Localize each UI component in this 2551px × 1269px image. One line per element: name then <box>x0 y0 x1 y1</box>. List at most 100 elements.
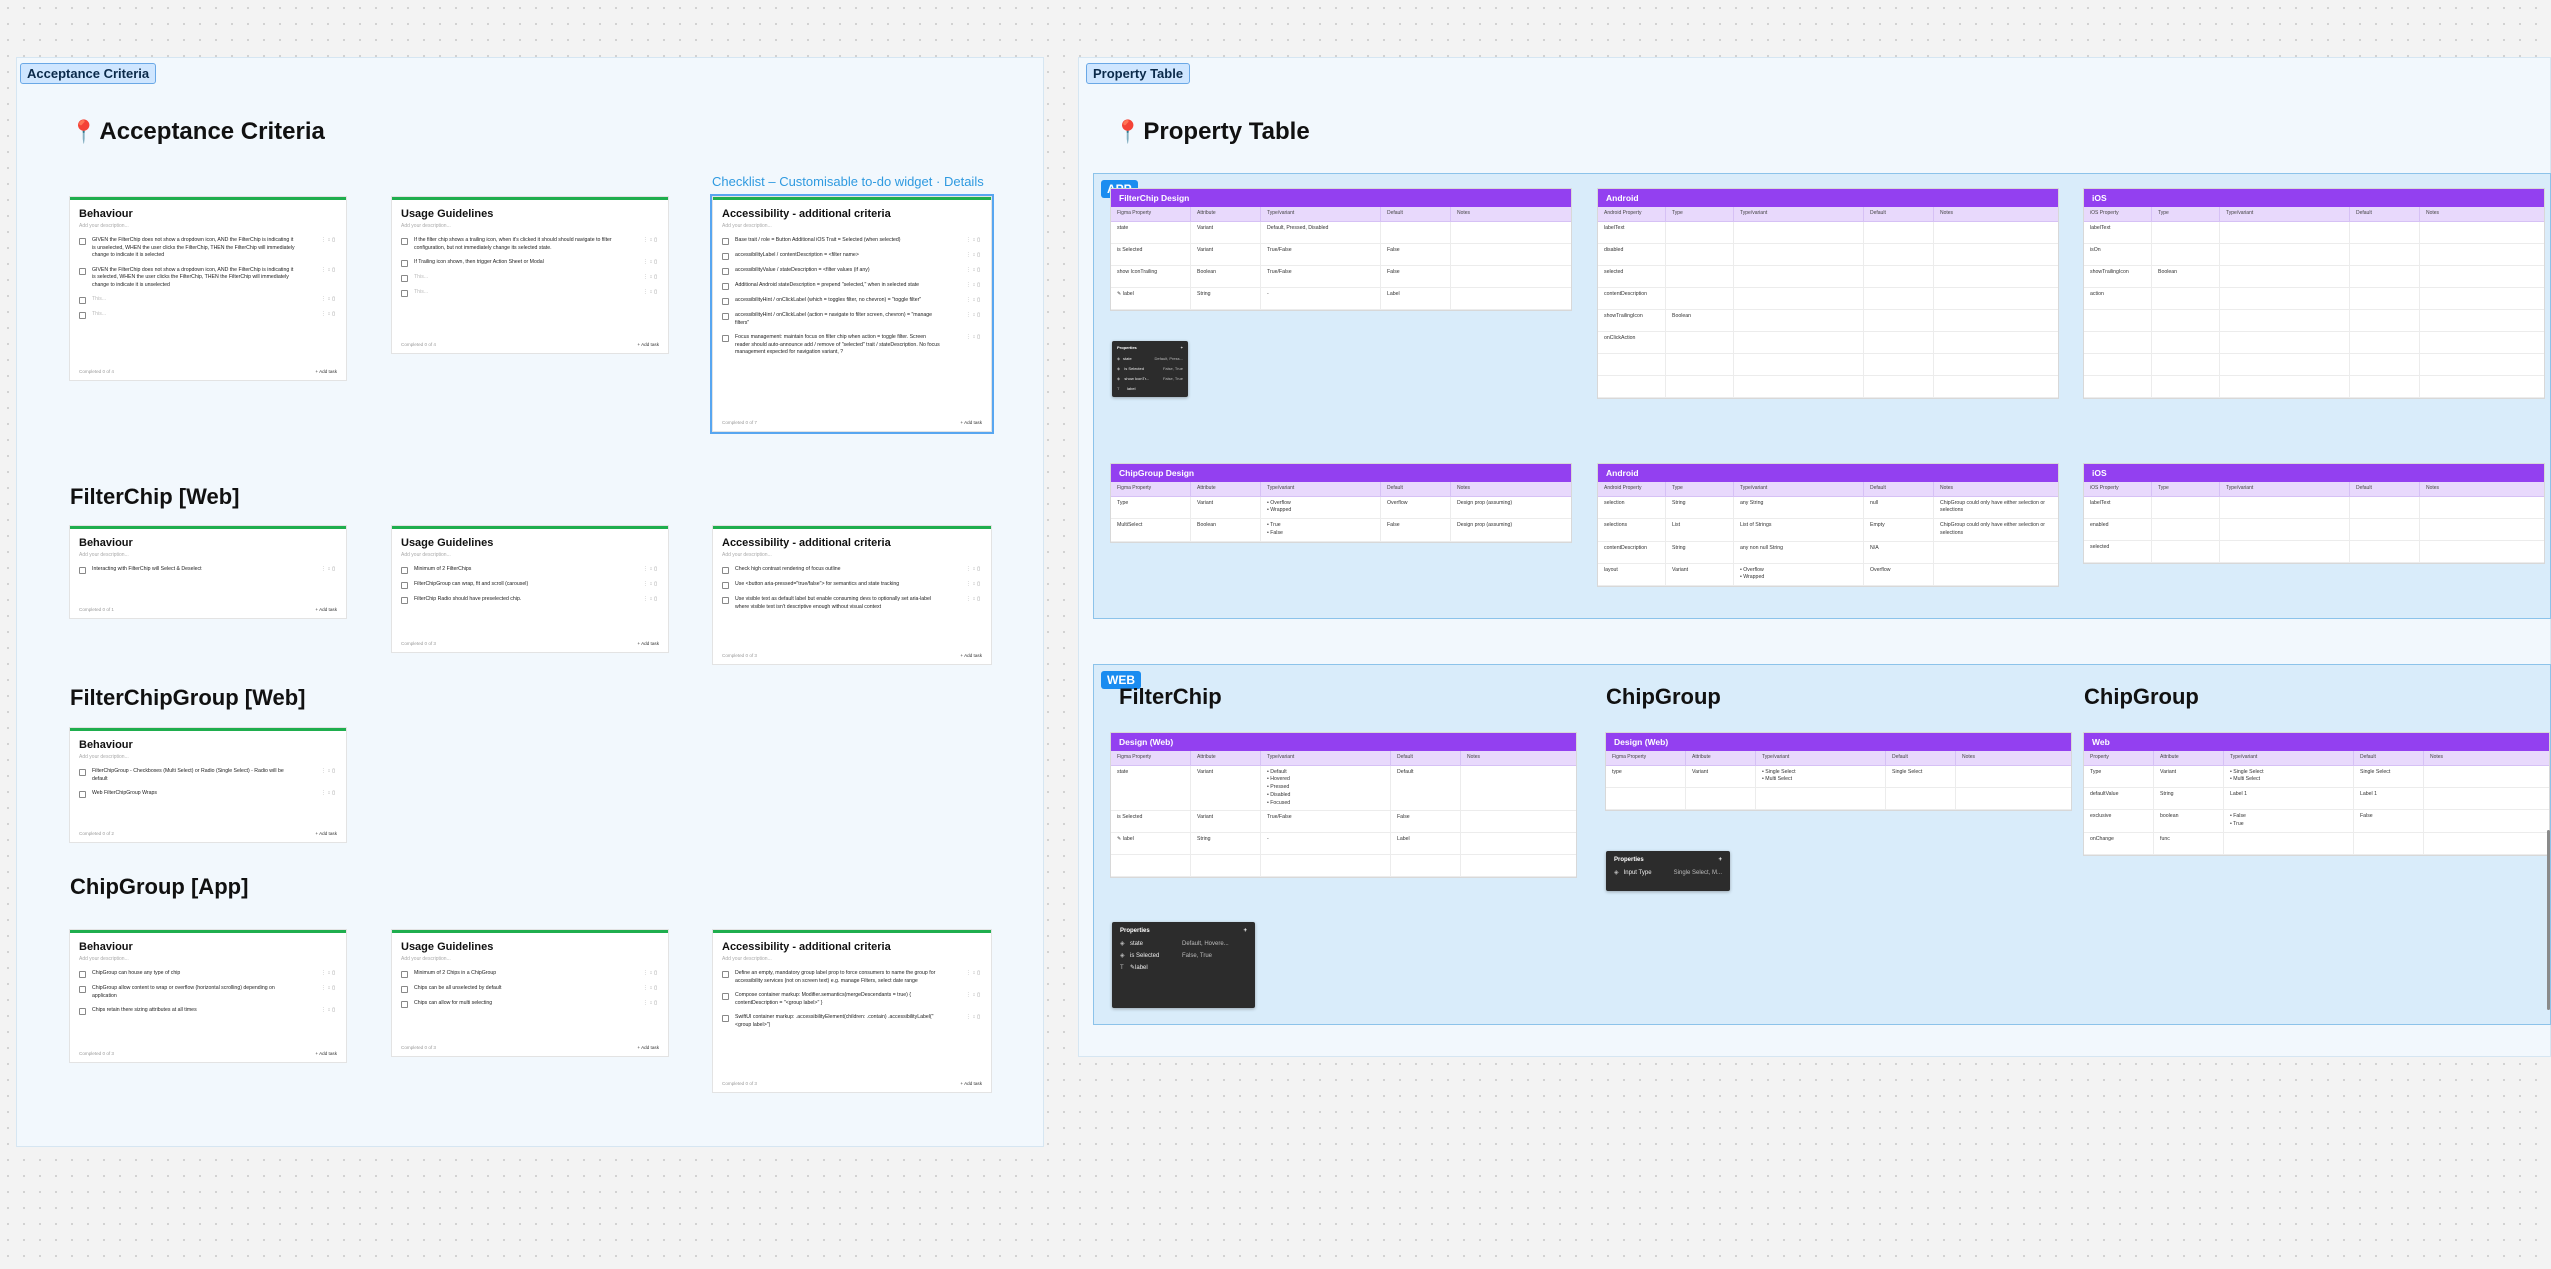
move-icon[interactable]: ↕ <box>327 985 333 991</box>
task-text[interactable]: Use <button aria-pressed="true/false"> f… <box>735 581 900 587</box>
task-controls[interactable]: ⋮↕▯ <box>321 1007 337 1013</box>
task-text[interactable]: This... <box>414 274 429 281</box>
checklist-task[interactable]: Compose container markup: Modifier.seman… <box>722 992 982 1007</box>
move-icon[interactable]: ↕ <box>327 266 333 273</box>
task-controls[interactable]: ⋮↕▯ <box>966 334 982 340</box>
checklist-task[interactable]: Interacting with FilterChip will Select … <box>79 566 337 574</box>
task-controls[interactable]: ⋮↕▯ <box>321 566 337 572</box>
move-icon[interactable]: ↕ <box>327 970 333 976</box>
trash-icon[interactable]: ▯ <box>654 596 659 602</box>
checklist-widget-link[interactable]: Checklist – Customisable to-do widget · … <box>712 174 984 189</box>
task-text[interactable]: Minimum of 2 Chips in a ChipGroup <box>414 970 497 976</box>
task-text[interactable]: Check high contrast rendering of focus o… <box>735 566 841 572</box>
task-controls[interactable]: ⋮↕▯ <box>321 790 337 796</box>
task-checkbox[interactable] <box>722 253 729 260</box>
task-controls[interactable]: ⋮↕▯ <box>643 596 659 602</box>
checklist-task[interactable]: If Trailing icon shown, then trigger Act… <box>401 259 659 268</box>
table-filterchip-ios[interactable]: iOS iOS Property Type Type/variant Default No… <box>2084 189 2544 398</box>
drag-handle-icon[interactable]: ⋮ <box>320 566 328 572</box>
drag-handle-icon[interactable]: ⋮ <box>642 596 650 602</box>
panel-property-row[interactable]: ◈ is Selected False, True <box>1120 952 1247 960</box>
task-controls[interactable]: ⋮↕▯ <box>643 289 659 295</box>
drag-handle-icon[interactable]: ⋮ <box>320 296 328 303</box>
task-checkbox[interactable] <box>79 769 86 776</box>
drag-handle-icon[interactable]: ⋮ <box>642 985 650 991</box>
task-text[interactable]: Additional Android stateDescription = pr… <box>735 282 920 288</box>
task-checkbox[interactable] <box>401 290 408 298</box>
drag-handle-icon[interactable]: ⋮ <box>965 596 973 602</box>
drag-handle-icon[interactable]: ⋮ <box>965 237 973 243</box>
task-checkbox[interactable] <box>722 993 729 1001</box>
task-text[interactable]: GIVEN the FilterChip does not show a dro… <box>92 237 295 259</box>
trash-icon[interactable]: ▯ <box>977 970 982 976</box>
move-icon[interactable]: ↕ <box>649 237 655 243</box>
plus-icon[interactable]: + <box>1718 857 1722 863</box>
card-description[interactable]: Add your description... <box>401 223 451 229</box>
task-controls[interactable]: ⋮↕▯ <box>966 237 982 243</box>
drag-handle-icon[interactable]: ⋮ <box>965 566 973 572</box>
table-chipgroup-ios[interactable]: iOS iOS Property Type Type/variant Default No… <box>2084 464 2544 563</box>
trash-icon[interactable]: ▯ <box>977 312 982 318</box>
plus-icon[interactable]: + <box>1243 928 1247 934</box>
checklist-task[interactable]: This... ⋮↕▯ <box>79 296 337 305</box>
task-text[interactable]: Chips retain there sizing attributes at … <box>92 1007 197 1014</box>
table-chipgroup-android[interactable]: Android Android Property Type Type/variant D… <box>1598 464 2058 587</box>
card-description[interactable]: Add your description... <box>79 754 129 760</box>
acceptance-criteria-frame-label[interactable]: Acceptance Criteria <box>20 63 157 84</box>
properties-panel-web-chipgroup[interactable]: Properties + ◈ Input Type Single Select, M..… <box>1606 851 1730 891</box>
task-controls[interactable]: ⋮↕▯ <box>966 252 982 258</box>
move-icon[interactable]: ↕ <box>327 768 333 774</box>
checklist-task[interactable]: Chips can be all unselected by default ⋮↕… <box>401 985 659 993</box>
move-icon[interactable]: ↕ <box>972 1014 978 1021</box>
task-text[interactable]: ChipGroup can house any type of chip <box>92 970 181 976</box>
trash-icon[interactable]: ▯ <box>977 566 982 572</box>
checklist-task[interactable]: accessibilityHint / onClickLabel (which … <box>722 297 982 305</box>
task-controls[interactable]: ⋮↕▯ <box>321 311 337 317</box>
add-task-button[interactable]: + Add task <box>637 342 659 347</box>
drag-handle-icon[interactable]: ⋮ <box>965 297 973 303</box>
panel-property-row[interactable]: ◈ show IconTr... False, True <box>1117 376 1183 381</box>
task-checkbox[interactable] <box>79 267 86 275</box>
widget-link-text[interactable]: Checklist – Customisable to-do widget <box>712 174 933 189</box>
task-text[interactable]: Use visible text as default label but en… <box>735 596 932 610</box>
card-description[interactable]: Add your description... <box>722 956 772 962</box>
drag-handle-icon[interactable]: ⋮ <box>320 790 328 797</box>
drag-handle-icon[interactable]: ⋮ <box>320 266 328 273</box>
checklist-task[interactable]: accessibilityValue / stateDescription = … <box>722 267 982 275</box>
checklist-task[interactable]: FilterChipGroup can wrap, fit and scroll… <box>401 581 659 589</box>
trash-icon[interactable]: ▯ <box>977 334 982 341</box>
move-icon[interactable]: ↕ <box>327 296 333 303</box>
drag-handle-icon[interactable]: ⋮ <box>965 312 973 318</box>
task-controls[interactable]: ⋮↕▯ <box>643 274 659 280</box>
drag-handle-icon[interactable]: ⋮ <box>642 237 650 243</box>
checklist-task[interactable]: ChipGroup allow content to wrap or overf… <box>79 985 337 1000</box>
add-task-button[interactable]: + Add task <box>315 831 337 836</box>
task-controls[interactable]: ⋮↕▯ <box>321 267 337 273</box>
move-icon[interactable]: ↕ <box>649 581 655 587</box>
task-checkbox[interactable] <box>722 597 729 604</box>
move-icon[interactable]: ↕ <box>327 1007 333 1014</box>
move-icon[interactable]: ↕ <box>649 289 655 296</box>
trash-icon[interactable]: ▯ <box>332 566 337 572</box>
task-checkbox[interactable] <box>79 297 86 305</box>
checklist-task[interactable]: This... ⋮↕▯ <box>401 289 659 298</box>
checklist-task[interactable]: accessibilityHint / onClickLabel (action… <box>722 312 982 327</box>
task-checkbox[interactable] <box>79 986 86 993</box>
checklist-task[interactable]: Base trait / role = Button Additional iO… <box>722 237 982 245</box>
task-controls[interactable]: ⋮↕▯ <box>643 566 659 572</box>
trash-icon[interactable]: ▯ <box>977 1014 982 1021</box>
checklist-task[interactable]: Additional Android stateDescription = pr… <box>722 282 982 290</box>
task-text[interactable]: FilterChipGroup can wrap, fit and scroll… <box>414 581 529 587</box>
drag-handle-icon[interactable]: ⋮ <box>642 274 650 281</box>
task-checkbox[interactable] <box>722 971 729 978</box>
drag-handle-icon[interactable]: ⋮ <box>965 1014 973 1021</box>
task-checkbox[interactable] <box>79 567 86 574</box>
checklist-task[interactable]: SwiftUI container markup: .accessibility… <box>722 1014 982 1029</box>
card-description[interactable]: Add your description... <box>79 223 129 229</box>
task-text[interactable]: Chips can allow for multi selecting <box>414 1000 493 1006</box>
add-task-button[interactable]: + Add task <box>315 607 337 612</box>
task-checkbox[interactable] <box>401 260 408 268</box>
task-text[interactable]: Web FilterChipGroup Wraps <box>92 790 157 797</box>
table-web-chipgroup-web[interactable]: Web Property Attribute Type/variant Default N… <box>2084 733 2549 855</box>
